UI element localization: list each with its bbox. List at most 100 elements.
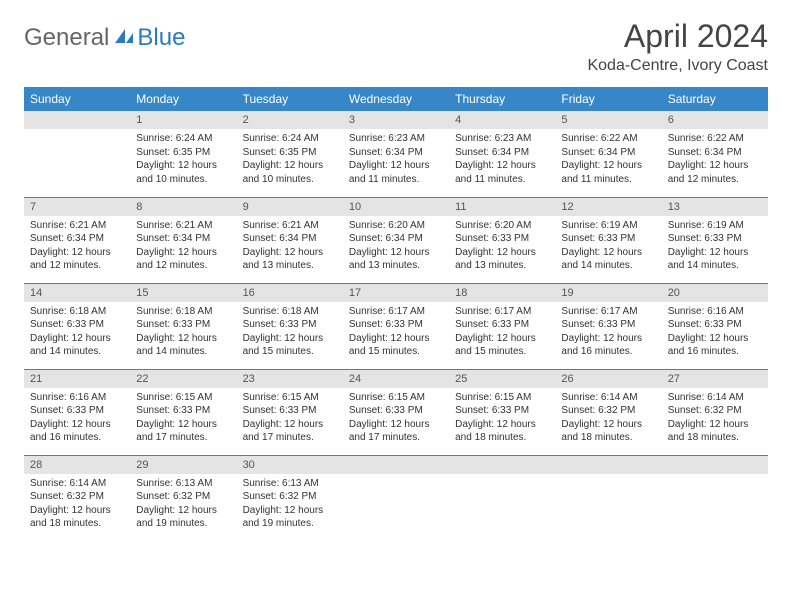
calendar-cell: 22Sunrise: 6:15 AMSunset: 6:33 PMDayligh… bbox=[130, 369, 236, 455]
day-details: Sunrise: 6:16 AMSunset: 6:33 PMDaylight:… bbox=[662, 302, 768, 364]
day-number: 3 bbox=[343, 111, 449, 129]
calendar-cell: 24Sunrise: 6:15 AMSunset: 6:33 PMDayligh… bbox=[343, 369, 449, 455]
calendar-cell: 23Sunrise: 6:15 AMSunset: 6:33 PMDayligh… bbox=[237, 369, 343, 455]
day-number: 13 bbox=[662, 198, 768, 216]
day-details: Sunrise: 6:21 AMSunset: 6:34 PMDaylight:… bbox=[130, 216, 236, 278]
day-details: Sunrise: 6:18 AMSunset: 6:33 PMDaylight:… bbox=[130, 302, 236, 364]
weekday-header: Thursday bbox=[449, 87, 555, 111]
calendar-cell: 25Sunrise: 6:15 AMSunset: 6:33 PMDayligh… bbox=[449, 369, 555, 455]
calendar-table: SundayMondayTuesdayWednesdayThursdayFrid… bbox=[24, 87, 768, 541]
day-details: Sunrise: 6:15 AMSunset: 6:33 PMDaylight:… bbox=[449, 388, 555, 450]
day-details bbox=[662, 474, 768, 482]
calendar-cell: 9Sunrise: 6:21 AMSunset: 6:34 PMDaylight… bbox=[237, 197, 343, 283]
weekday-header: Sunday bbox=[24, 87, 130, 111]
calendar-cell: 8Sunrise: 6:21 AMSunset: 6:34 PMDaylight… bbox=[130, 197, 236, 283]
calendar-cell: 12Sunrise: 6:19 AMSunset: 6:33 PMDayligh… bbox=[555, 197, 661, 283]
day-details: Sunrise: 6:13 AMSunset: 6:32 PMDaylight:… bbox=[130, 474, 236, 536]
day-number: 12 bbox=[555, 198, 661, 216]
weekday-header: Monday bbox=[130, 87, 236, 111]
calendar-cell: 30Sunrise: 6:13 AMSunset: 6:32 PMDayligh… bbox=[237, 455, 343, 541]
day-number bbox=[662, 456, 768, 474]
day-details: Sunrise: 6:21 AMSunset: 6:34 PMDaylight:… bbox=[24, 216, 130, 278]
day-details: Sunrise: 6:20 AMSunset: 6:33 PMDaylight:… bbox=[449, 216, 555, 278]
calendar-cell bbox=[662, 455, 768, 541]
calendar-cell: 21Sunrise: 6:16 AMSunset: 6:33 PMDayligh… bbox=[24, 369, 130, 455]
day-details: Sunrise: 6:23 AMSunset: 6:34 PMDaylight:… bbox=[343, 129, 449, 191]
month-title: April 2024 bbox=[587, 18, 768, 55]
day-number: 1 bbox=[130, 111, 236, 129]
day-number bbox=[24, 111, 130, 129]
calendar-week-row: 21Sunrise: 6:16 AMSunset: 6:33 PMDayligh… bbox=[24, 369, 768, 455]
day-details: Sunrise: 6:20 AMSunset: 6:34 PMDaylight:… bbox=[343, 216, 449, 278]
day-details: Sunrise: 6:19 AMSunset: 6:33 PMDaylight:… bbox=[555, 216, 661, 278]
calendar-cell: 2Sunrise: 6:24 AMSunset: 6:35 PMDaylight… bbox=[237, 111, 343, 197]
day-details: Sunrise: 6:17 AMSunset: 6:33 PMDaylight:… bbox=[343, 302, 449, 364]
calendar-cell bbox=[343, 455, 449, 541]
calendar-cell: 15Sunrise: 6:18 AMSunset: 6:33 PMDayligh… bbox=[130, 283, 236, 369]
day-details: Sunrise: 6:22 AMSunset: 6:34 PMDaylight:… bbox=[662, 129, 768, 191]
day-number: 27 bbox=[662, 370, 768, 388]
calendar-cell: 18Sunrise: 6:17 AMSunset: 6:33 PMDayligh… bbox=[449, 283, 555, 369]
day-details: Sunrise: 6:24 AMSunset: 6:35 PMDaylight:… bbox=[130, 129, 236, 191]
day-details bbox=[555, 474, 661, 482]
day-number bbox=[449, 456, 555, 474]
calendar-cell: 11Sunrise: 6:20 AMSunset: 6:33 PMDayligh… bbox=[449, 197, 555, 283]
day-details: Sunrise: 6:16 AMSunset: 6:33 PMDaylight:… bbox=[24, 388, 130, 450]
day-number: 16 bbox=[237, 284, 343, 302]
weekday-header: Wednesday bbox=[343, 87, 449, 111]
day-number: 4 bbox=[449, 111, 555, 129]
calendar-week-row: 28Sunrise: 6:14 AMSunset: 6:32 PMDayligh… bbox=[24, 455, 768, 541]
day-number: 8 bbox=[130, 198, 236, 216]
day-details: Sunrise: 6:19 AMSunset: 6:33 PMDaylight:… bbox=[662, 216, 768, 278]
calendar-cell: 10Sunrise: 6:20 AMSunset: 6:34 PMDayligh… bbox=[343, 197, 449, 283]
day-number: 19 bbox=[555, 284, 661, 302]
day-number: 18 bbox=[449, 284, 555, 302]
logo-sail-icon bbox=[113, 27, 135, 50]
location: Koda-Centre, Ivory Coast bbox=[587, 57, 768, 75]
calendar-cell: 16Sunrise: 6:18 AMSunset: 6:33 PMDayligh… bbox=[237, 283, 343, 369]
day-number: 9 bbox=[237, 198, 343, 216]
calendar-cell: 20Sunrise: 6:16 AMSunset: 6:33 PMDayligh… bbox=[662, 283, 768, 369]
day-details: Sunrise: 6:15 AMSunset: 6:33 PMDaylight:… bbox=[130, 388, 236, 450]
day-details: Sunrise: 6:14 AMSunset: 6:32 PMDaylight:… bbox=[24, 474, 130, 536]
day-details: Sunrise: 6:18 AMSunset: 6:33 PMDaylight:… bbox=[237, 302, 343, 364]
day-details: Sunrise: 6:21 AMSunset: 6:34 PMDaylight:… bbox=[237, 216, 343, 278]
day-details: Sunrise: 6:15 AMSunset: 6:33 PMDaylight:… bbox=[237, 388, 343, 450]
day-details: Sunrise: 6:17 AMSunset: 6:33 PMDaylight:… bbox=[555, 302, 661, 364]
day-details: Sunrise: 6:23 AMSunset: 6:34 PMDaylight:… bbox=[449, 129, 555, 191]
day-number: 26 bbox=[555, 370, 661, 388]
logo-text-blue: Blue bbox=[137, 24, 185, 52]
day-number: 20 bbox=[662, 284, 768, 302]
weekday-header-row: SundayMondayTuesdayWednesdayThursdayFrid… bbox=[24, 87, 768, 111]
calendar-cell: 4Sunrise: 6:23 AMSunset: 6:34 PMDaylight… bbox=[449, 111, 555, 197]
day-number: 29 bbox=[130, 456, 236, 474]
calendar-cell: 7Sunrise: 6:21 AMSunset: 6:34 PMDaylight… bbox=[24, 197, 130, 283]
day-number bbox=[343, 456, 449, 474]
weekday-header: Friday bbox=[555, 87, 661, 111]
calendar-cell: 28Sunrise: 6:14 AMSunset: 6:32 PMDayligh… bbox=[24, 455, 130, 541]
calendar-cell: 1Sunrise: 6:24 AMSunset: 6:35 PMDaylight… bbox=[130, 111, 236, 197]
day-number: 25 bbox=[449, 370, 555, 388]
day-details bbox=[24, 129, 130, 137]
day-number: 24 bbox=[343, 370, 449, 388]
day-number: 11 bbox=[449, 198, 555, 216]
calendar-cell: 5Sunrise: 6:22 AMSunset: 6:34 PMDaylight… bbox=[555, 111, 661, 197]
day-details: Sunrise: 6:17 AMSunset: 6:33 PMDaylight:… bbox=[449, 302, 555, 364]
day-number: 2 bbox=[237, 111, 343, 129]
day-number: 5 bbox=[555, 111, 661, 129]
day-details: Sunrise: 6:18 AMSunset: 6:33 PMDaylight:… bbox=[24, 302, 130, 364]
day-number: 21 bbox=[24, 370, 130, 388]
logo: General Blue bbox=[24, 18, 185, 52]
day-details bbox=[449, 474, 555, 482]
weekday-header: Tuesday bbox=[237, 87, 343, 111]
day-number: 30 bbox=[237, 456, 343, 474]
calendar-cell: 27Sunrise: 6:14 AMSunset: 6:32 PMDayligh… bbox=[662, 369, 768, 455]
calendar-cell: 29Sunrise: 6:13 AMSunset: 6:32 PMDayligh… bbox=[130, 455, 236, 541]
day-number: 7 bbox=[24, 198, 130, 216]
calendar-cell bbox=[24, 111, 130, 197]
day-number: 6 bbox=[662, 111, 768, 129]
day-details: Sunrise: 6:24 AMSunset: 6:35 PMDaylight:… bbox=[237, 129, 343, 191]
calendar-cell bbox=[555, 455, 661, 541]
day-number: 28 bbox=[24, 456, 130, 474]
header: General Blue April 2024 Koda-Centre, Ivo… bbox=[24, 18, 768, 75]
